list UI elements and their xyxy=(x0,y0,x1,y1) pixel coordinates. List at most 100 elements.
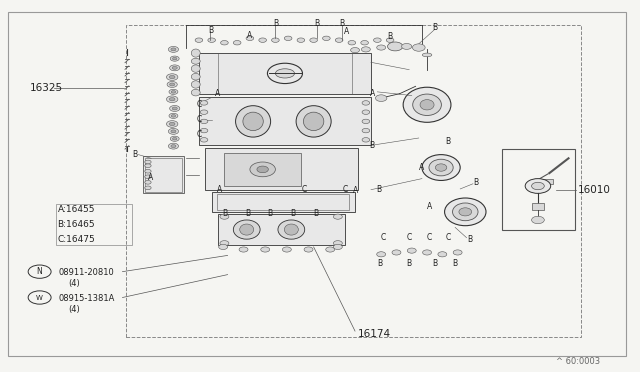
Circle shape xyxy=(208,38,216,42)
Ellipse shape xyxy=(250,162,275,177)
Circle shape xyxy=(195,38,203,42)
Text: B:16465: B:16465 xyxy=(58,220,95,229)
Text: A: A xyxy=(247,31,253,40)
Text: A: A xyxy=(353,186,358,195)
Circle shape xyxy=(166,121,178,127)
Text: 08915-1381A: 08915-1381A xyxy=(59,294,115,303)
Text: A: A xyxy=(218,185,223,194)
Text: A: A xyxy=(148,173,153,182)
Circle shape xyxy=(239,247,248,252)
Circle shape xyxy=(200,101,208,105)
Text: B: B xyxy=(388,32,393,41)
Circle shape xyxy=(260,247,269,252)
Ellipse shape xyxy=(191,65,200,72)
Text: B: B xyxy=(467,235,472,244)
Ellipse shape xyxy=(234,220,260,239)
Circle shape xyxy=(170,65,180,71)
Circle shape xyxy=(219,244,228,250)
Text: B: B xyxy=(340,19,345,28)
Ellipse shape xyxy=(403,87,451,122)
Ellipse shape xyxy=(191,89,200,96)
Circle shape xyxy=(170,56,179,61)
Ellipse shape xyxy=(429,159,453,176)
Circle shape xyxy=(171,145,176,148)
Ellipse shape xyxy=(275,69,294,78)
Text: B: B xyxy=(378,259,383,268)
Text: W: W xyxy=(36,295,43,301)
Ellipse shape xyxy=(459,208,472,216)
Bar xyxy=(56,205,132,245)
Circle shape xyxy=(172,90,175,93)
Text: B: B xyxy=(314,209,319,218)
Text: C: C xyxy=(343,185,348,194)
Text: N: N xyxy=(36,267,42,276)
Text: B: B xyxy=(244,209,250,218)
Circle shape xyxy=(326,247,335,252)
Ellipse shape xyxy=(240,224,253,235)
Text: 08911-20810: 08911-20810 xyxy=(59,268,115,277)
Circle shape xyxy=(170,136,179,141)
Circle shape xyxy=(412,44,425,51)
Circle shape xyxy=(168,143,179,149)
Text: A:16455: A:16455 xyxy=(58,205,95,215)
Circle shape xyxy=(168,128,179,134)
Text: 16174: 16174 xyxy=(358,329,391,339)
Bar xyxy=(217,194,349,210)
Text: C: C xyxy=(196,115,202,124)
Text: B: B xyxy=(208,26,213,35)
Circle shape xyxy=(172,107,177,110)
Circle shape xyxy=(220,214,229,219)
Circle shape xyxy=(388,42,403,51)
Bar xyxy=(212,192,355,212)
Circle shape xyxy=(297,38,305,42)
Ellipse shape xyxy=(422,53,432,57)
Text: C:16475: C:16475 xyxy=(58,235,95,244)
Circle shape xyxy=(374,38,381,42)
Bar xyxy=(125,25,581,337)
Ellipse shape xyxy=(278,220,305,239)
Circle shape xyxy=(362,138,370,142)
Circle shape xyxy=(200,128,208,133)
Circle shape xyxy=(145,175,151,179)
Bar xyxy=(537,179,552,184)
Text: ^ 60:0003: ^ 60:0003 xyxy=(556,357,600,366)
Circle shape xyxy=(172,115,175,117)
Text: B: B xyxy=(291,209,296,218)
Ellipse shape xyxy=(191,58,200,64)
Circle shape xyxy=(348,41,356,45)
Text: (4): (4) xyxy=(68,279,80,288)
Circle shape xyxy=(170,97,175,101)
Ellipse shape xyxy=(435,164,447,171)
Circle shape xyxy=(361,41,369,45)
Circle shape xyxy=(284,36,292,41)
Text: B: B xyxy=(314,19,319,28)
Circle shape xyxy=(200,110,208,114)
Ellipse shape xyxy=(284,224,298,235)
Text: B: B xyxy=(432,259,437,268)
Ellipse shape xyxy=(191,49,200,57)
Circle shape xyxy=(333,214,342,219)
Circle shape xyxy=(171,48,176,51)
Ellipse shape xyxy=(422,155,460,180)
Text: B: B xyxy=(222,209,227,218)
Circle shape xyxy=(170,76,175,79)
Circle shape xyxy=(234,41,241,45)
Circle shape xyxy=(170,106,180,112)
Ellipse shape xyxy=(420,100,434,110)
Circle shape xyxy=(323,36,330,41)
Text: 16010: 16010 xyxy=(578,185,611,195)
Text: C: C xyxy=(196,100,202,109)
Circle shape xyxy=(525,179,550,193)
Text: C: C xyxy=(301,185,307,194)
Circle shape xyxy=(173,57,177,60)
Circle shape xyxy=(362,47,371,52)
Text: A: A xyxy=(344,27,349,36)
Text: C: C xyxy=(427,233,432,242)
Circle shape xyxy=(333,244,342,250)
Bar xyxy=(225,153,301,186)
Circle shape xyxy=(171,130,176,133)
Ellipse shape xyxy=(445,198,486,226)
Text: C: C xyxy=(446,233,451,242)
Circle shape xyxy=(422,250,431,255)
Circle shape xyxy=(392,250,401,255)
